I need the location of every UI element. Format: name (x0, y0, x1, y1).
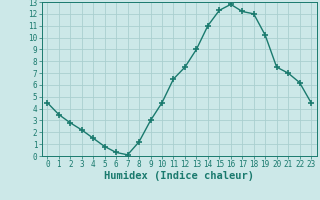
X-axis label: Humidex (Indice chaleur): Humidex (Indice chaleur) (104, 171, 254, 181)
